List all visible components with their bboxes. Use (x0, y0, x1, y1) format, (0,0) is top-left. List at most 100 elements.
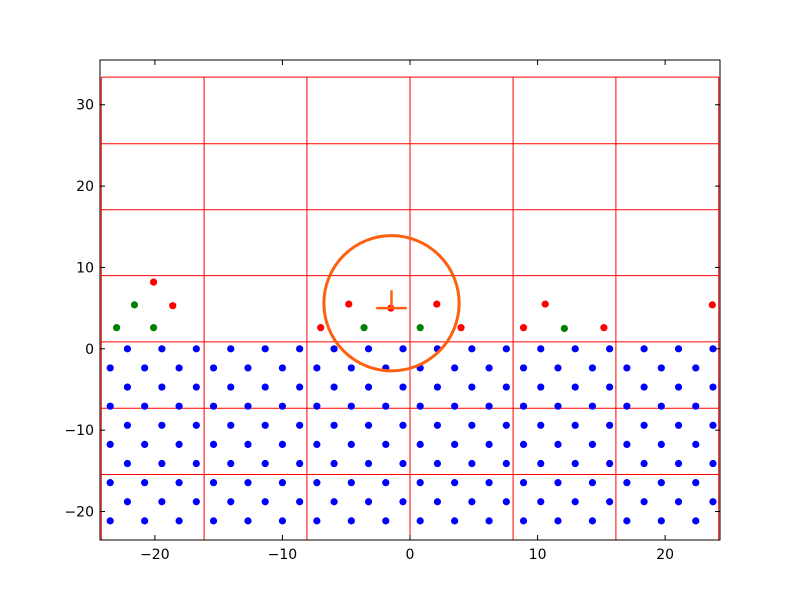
data-point (149, 324, 158, 332)
lattice-point (175, 402, 183, 410)
data-point (600, 324, 608, 332)
lattice-point (347, 517, 355, 525)
x-tick-label: 0 (406, 547, 415, 563)
lattice-point (192, 383, 200, 391)
lattice-point (640, 498, 648, 506)
lattice-point (399, 498, 407, 506)
y-tick-label: 0 (85, 342, 94, 358)
lattice-point (106, 479, 114, 487)
lattice-point (313, 479, 321, 487)
lattice-point (382, 517, 390, 525)
lattice-point (571, 421, 579, 429)
lattice-point (588, 517, 597, 525)
lattice-point (399, 459, 407, 468)
lattice-point (606, 383, 614, 391)
lattice-point (364, 498, 373, 506)
data-point (360, 324, 368, 332)
data-point (433, 300, 441, 308)
lattice-point (209, 364, 218, 372)
lattice-point (468, 421, 476, 429)
lattice-point (640, 383, 648, 391)
lattice-point (571, 383, 579, 391)
lattice-point (347, 479, 355, 487)
lattice-point (537, 498, 545, 506)
lattice-point (485, 440, 493, 449)
lattice-point (330, 345, 338, 353)
lattice-point (640, 421, 648, 429)
lattice-point (692, 440, 700, 449)
lattice-point (261, 345, 269, 353)
lattice-point (537, 383, 545, 391)
lattice-point (433, 383, 442, 391)
data-point (169, 302, 177, 310)
lattice-point (468, 383, 476, 391)
lattice-point (709, 459, 717, 468)
lattice-point (192, 459, 200, 468)
lattice-point (623, 517, 631, 525)
lattice-point (554, 402, 562, 410)
lattice-point (709, 498, 717, 506)
y-tick-label: −20 (64, 505, 94, 521)
lattice-point (123, 383, 132, 391)
lattice-point (571, 498, 579, 506)
lattice-point (141, 479, 149, 487)
y-tick-label: 20 (76, 179, 94, 195)
lattice-point (382, 440, 390, 449)
lattice-point (623, 440, 631, 449)
grid-lines (100, 76, 720, 540)
axes: −20 −10 0 10 20 −20 −10 0 10 20 30 (64, 59, 721, 563)
annotation-marker (322, 234, 461, 373)
lattice-point (296, 498, 304, 506)
lattice-point (657, 364, 665, 372)
lattice-point (106, 440, 114, 449)
lattice-point (364, 383, 373, 391)
x-tick-label: −10 (268, 547, 298, 563)
lattice-point (399, 345, 407, 353)
lattice-point (123, 421, 132, 429)
lattice-point (158, 383, 166, 391)
x-tick-label: 20 (656, 547, 674, 563)
lattice-point (571, 345, 579, 353)
lattice-point (209, 517, 218, 525)
x-tick-label: 10 (529, 547, 547, 563)
lattice-point (416, 479, 424, 487)
lattice-point (278, 440, 287, 449)
lattice-point (123, 345, 132, 353)
lattice-point (141, 517, 149, 525)
y-tick-label: −10 (64, 423, 94, 439)
lattice-point (674, 498, 683, 506)
lattice-point (554, 517, 562, 525)
lattice-point (278, 479, 287, 487)
data-point (519, 324, 528, 332)
lattice-point (588, 479, 597, 487)
lattice-point (588, 364, 597, 372)
lattice-point (278, 517, 287, 525)
lattice-point (519, 440, 528, 449)
lattice-point (313, 440, 321, 449)
lattice-point (502, 498, 510, 506)
lattice-point (278, 364, 287, 372)
y-tick-label: 30 (76, 98, 94, 114)
lattice-point (674, 459, 683, 468)
lattice-point (416, 440, 424, 449)
highlight-circle (322, 234, 461, 373)
lattice-point (209, 402, 218, 410)
lattice-point (141, 364, 149, 372)
lattice-point (158, 498, 166, 506)
lattice-point (502, 345, 510, 353)
lattice-point (158, 345, 166, 353)
lattice-point (123, 498, 132, 506)
lattice-point (468, 345, 476, 353)
lattice-point (537, 459, 545, 468)
lattice-point (227, 345, 235, 353)
blue-lattice-points (106, 345, 717, 525)
lattice-point (106, 364, 114, 372)
lattice-point (175, 364, 183, 372)
lattice-point (313, 517, 321, 525)
lattice-point (692, 517, 700, 525)
lattice-point (296, 459, 304, 468)
lattice-point (485, 517, 493, 525)
lattice-point (296, 421, 304, 429)
lattice-point (192, 345, 200, 353)
